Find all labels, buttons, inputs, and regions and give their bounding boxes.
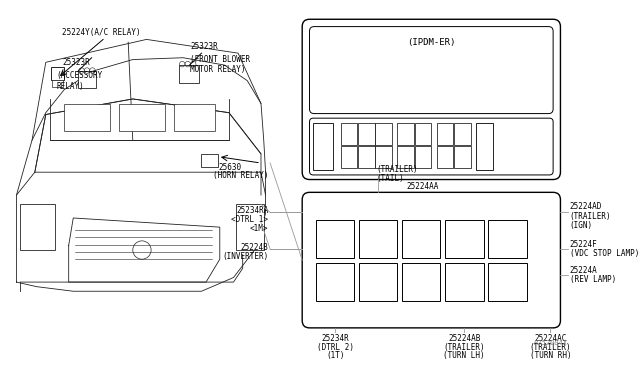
Bar — [340, 123, 357, 145]
Text: (TRAILER): (TRAILER) — [570, 212, 611, 221]
FancyBboxPatch shape — [310, 118, 553, 175]
Text: 25234RA: 25234RA — [236, 206, 268, 215]
Bar — [174, 103, 215, 131]
Text: 25224AC: 25224AC — [534, 334, 566, 343]
Bar — [358, 146, 374, 168]
FancyBboxPatch shape — [302, 19, 561, 180]
Bar — [202, 154, 218, 167]
FancyBboxPatch shape — [310, 26, 553, 113]
Text: 25630: 25630 — [218, 163, 241, 172]
Bar — [340, 146, 357, 168]
Text: 25224A: 25224A — [570, 266, 597, 275]
Text: (TRAILER): (TRAILER) — [376, 165, 418, 174]
Text: <1M>: <1M> — [250, 224, 268, 234]
Bar — [454, 123, 470, 145]
Text: 25224B: 25224B — [241, 243, 268, 252]
Text: 25224F: 25224F — [570, 240, 597, 249]
FancyBboxPatch shape — [302, 192, 561, 328]
Text: (TURN LH): (TURN LH) — [444, 351, 485, 360]
Text: 25234R: 25234R — [321, 334, 349, 343]
Bar — [359, 263, 397, 301]
Text: 25224AD: 25224AD — [570, 202, 602, 212]
Bar — [52, 80, 63, 87]
Bar — [476, 123, 493, 170]
Text: (FRONT BLOWER
MOTOR RELAY): (FRONT BLOWER MOTOR RELAY) — [191, 55, 251, 74]
Text: 25323R: 25323R — [62, 58, 90, 67]
Text: (HORN RELAY): (HORN RELAY) — [213, 171, 269, 180]
Bar — [488, 263, 527, 301]
Text: (TRAILER): (TRAILER) — [444, 343, 485, 352]
Bar — [236, 204, 264, 250]
Bar — [358, 123, 374, 145]
Text: (ACCESSORY
RELAY): (ACCESSORY RELAY) — [57, 71, 103, 91]
Bar — [376, 123, 392, 145]
Bar — [437, 146, 453, 168]
Text: (INVERTER): (INVERTER) — [222, 252, 268, 261]
Bar — [179, 65, 198, 83]
Bar — [119, 103, 165, 131]
Bar — [402, 220, 440, 258]
Bar — [397, 123, 414, 145]
Bar — [415, 123, 431, 145]
Text: (TRAILER): (TRAILER) — [529, 343, 571, 352]
Text: (VDC STOP LAMP): (VDC STOP LAMP) — [570, 249, 639, 258]
Bar — [376, 146, 392, 168]
Bar — [64, 103, 110, 131]
Bar — [359, 220, 397, 258]
Text: <DTRL 1>: <DTRL 1> — [231, 215, 268, 224]
Bar — [51, 67, 64, 80]
Text: (REV LAMP): (REV LAMP) — [570, 275, 616, 284]
Bar — [20, 204, 55, 250]
Bar — [316, 263, 355, 301]
Text: 25323R: 25323R — [191, 42, 218, 51]
Bar — [437, 123, 453, 145]
Text: (IGN): (IGN) — [570, 221, 593, 230]
Bar — [445, 220, 484, 258]
Text: 25224Y(A/C RELAY): 25224Y(A/C RELAY) — [62, 28, 141, 36]
Text: 25224AA: 25224AA — [406, 182, 438, 191]
Bar — [316, 220, 355, 258]
Text: (IPDM-ER): (IPDM-ER) — [407, 38, 456, 46]
Bar — [488, 220, 527, 258]
Text: (TAIL): (TAIL) — [376, 174, 404, 183]
Text: (1T): (1T) — [326, 351, 344, 360]
Bar — [313, 123, 333, 170]
Bar — [78, 71, 96, 88]
Text: R252004X: R252004X — [534, 340, 568, 346]
Bar — [397, 146, 414, 168]
Text: 25224AB: 25224AB — [448, 334, 481, 343]
Text: (TURN RH): (TURN RH) — [529, 351, 571, 360]
Text: (DTRL 2): (DTRL 2) — [317, 343, 354, 352]
Bar — [402, 263, 440, 301]
Bar — [415, 146, 431, 168]
Bar — [454, 146, 470, 168]
Bar — [445, 263, 484, 301]
